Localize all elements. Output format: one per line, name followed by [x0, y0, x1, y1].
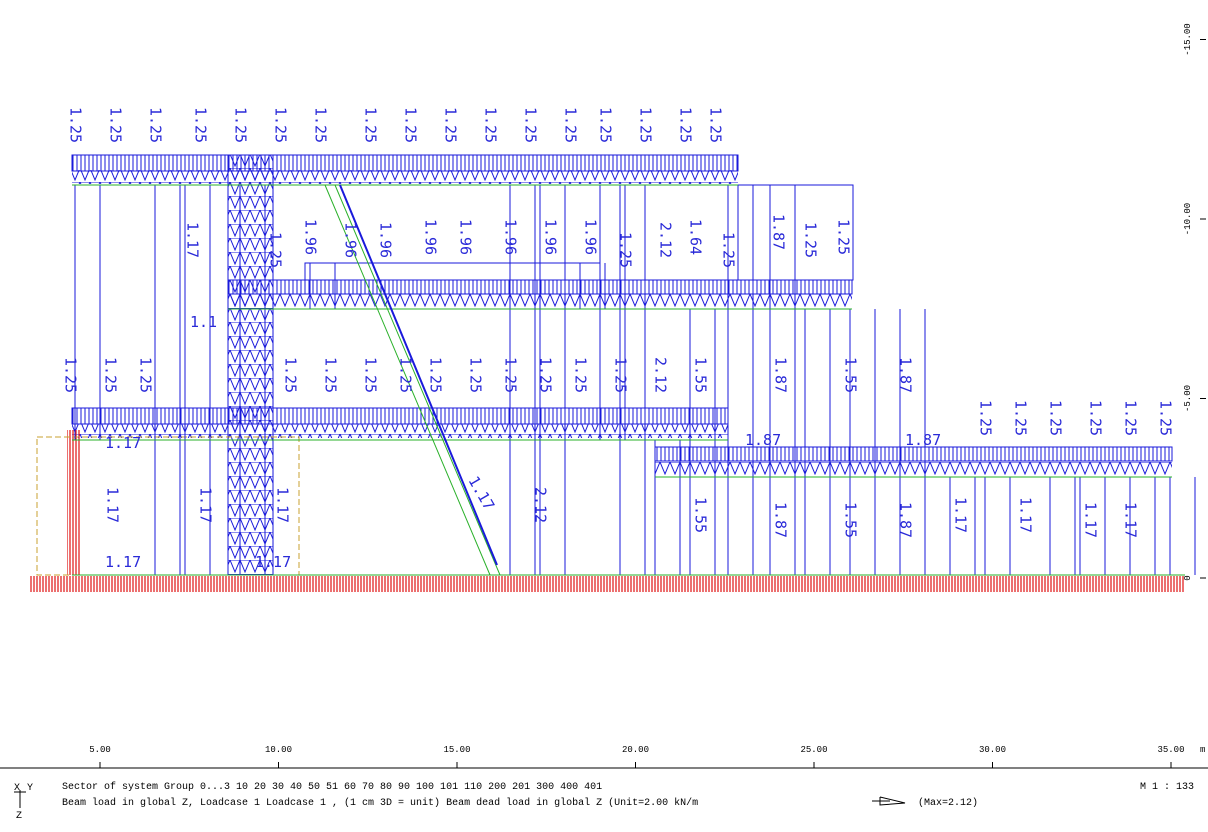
load-label: 1.96 — [582, 219, 600, 255]
load-block — [305, 263, 600, 280]
load-label: 1.87 — [745, 431, 781, 449]
load-label: 1.25 — [637, 107, 655, 143]
load-label: 1.25 — [442, 107, 460, 143]
load-label: 1.25 — [572, 357, 590, 393]
load-label: 1.17 — [1122, 502, 1140, 538]
load-label: 1.25 — [482, 107, 500, 143]
load-label: 1.25 — [1047, 400, 1065, 436]
load-label: 1.17 — [105, 434, 141, 452]
scale-text: M 1 : 133 — [1140, 782, 1194, 793]
load-label: 1.96 — [377, 222, 395, 258]
load-label: 1.17 — [274, 487, 292, 523]
load-label: 1.25 — [1122, 400, 1140, 436]
load-label: 1.25 — [617, 232, 635, 268]
load-label: 1.96 — [542, 219, 560, 255]
load-label: 1.25 — [107, 107, 125, 143]
load-label: 1.87 — [772, 502, 790, 538]
load-label: 1.25 — [137, 357, 155, 393]
load-label: 1.64 — [687, 219, 705, 255]
load-label: 1.17 — [255, 553, 291, 571]
load-label: 1.17 — [1082, 502, 1100, 538]
load-label: 2.12 — [657, 222, 675, 258]
x-tick-label: 25.00 — [800, 745, 827, 755]
load-label: 1.25 — [562, 107, 580, 143]
load-label: 1.25 — [362, 107, 380, 143]
structure-view: X Y Z Sector of system Group 0...3 10 20… — [0, 0, 1208, 832]
load-label: 1.55 — [842, 502, 860, 538]
load-label: 1.25 — [720, 232, 738, 268]
load-label: 1.25 — [402, 107, 420, 143]
x-tick-label: 30.00 — [979, 745, 1006, 755]
load-label: 1.25 — [192, 107, 210, 143]
load-label: 1.96 — [422, 219, 440, 255]
z-tick-label: -15.00 — [1183, 23, 1193, 55]
load-label: 1.96 — [342, 222, 360, 258]
load-label: 1.17 — [184, 222, 202, 258]
load-label: 1.25 — [62, 357, 80, 393]
load-label: 1.17 — [104, 487, 122, 523]
load-label: 1.25 — [1012, 400, 1030, 436]
load-label: 1.25 — [1157, 400, 1175, 436]
load-label: 1.87 — [897, 357, 915, 393]
max-text: (Max=2.12) — [918, 797, 978, 809]
x-unit: m — [1200, 745, 1205, 755]
load-label: 1.25 — [272, 107, 290, 143]
x-tick-label: 20.00 — [622, 745, 649, 755]
load-label: 1.17 — [197, 487, 215, 523]
load-label: 1.96 — [302, 219, 320, 255]
load-label: 1.25 — [977, 400, 995, 436]
load-label: 1.55 — [692, 497, 710, 533]
load-label: 1.25 — [802, 222, 820, 258]
unit-arrow — [872, 797, 905, 805]
load-label: 1.25 — [835, 219, 853, 255]
loadcase-text: Beam load in global Z, Loadcase 1 Loadca… — [62, 797, 698, 809]
load-label: 1.25 — [322, 357, 340, 393]
load-label: 1.25 — [362, 357, 380, 393]
load-label: 1.25 — [232, 107, 250, 143]
load-label: 1.25 — [612, 357, 630, 393]
sector-text: Sector of system Group 0...3 10 20 30 40… — [62, 781, 602, 793]
axis-z: Z — [16, 811, 22, 822]
load-label: 1.25 — [427, 357, 445, 393]
load-label: 2.12 — [532, 487, 550, 523]
load-label: 1.87 — [905, 431, 941, 449]
load-label: 1.17 — [1017, 497, 1035, 533]
z-tick-label: -5.00 — [1183, 385, 1193, 412]
load-label: 1.25 — [707, 107, 725, 143]
x-tick-label: 10.00 — [265, 745, 292, 755]
load-label: 1.87 — [897, 502, 915, 538]
load-label: 1.96 — [502, 219, 520, 255]
load-label: 1.25 — [537, 357, 555, 393]
load-label: 1.96 — [457, 219, 475, 255]
z-tick-label: 0 — [1183, 575, 1193, 580]
load-label: 2.12 — [652, 357, 670, 393]
load-label: 1.25 — [467, 357, 485, 393]
load-label: 1.25 — [397, 357, 415, 393]
load-label: 1.87 — [770, 214, 788, 250]
load-label: 1.17 — [105, 553, 141, 571]
axis-x: X — [14, 783, 20, 794]
load-label: 1.25 — [312, 107, 330, 143]
load-label: 1.25 — [1087, 400, 1105, 436]
load-label: 1.87 — [772, 357, 790, 393]
load-label: 1.55 — [692, 357, 710, 393]
load-label: 1.25 — [67, 107, 85, 143]
x-tick-label: 5.00 — [89, 745, 111, 755]
load-label: 1.1 — [190, 313, 217, 331]
x-tick-label: 15.00 — [443, 745, 470, 755]
load-label: 1.17 — [465, 473, 499, 513]
load-label: 1.25 — [102, 357, 120, 393]
load-label: 1.25 — [502, 357, 520, 393]
load-label: 1.25 — [597, 107, 615, 143]
x-tick-label: 35.00 — [1157, 745, 1184, 755]
load-label: 1.25 — [147, 107, 165, 143]
z-tick-label: -10.00 — [1183, 203, 1193, 235]
load-label: 1.25 — [267, 232, 285, 268]
load-label: 1.17 — [952, 497, 970, 533]
load-label: 1.25 — [522, 107, 540, 143]
axis-y: Y — [27, 783, 33, 794]
load-label: 1.25 — [282, 357, 300, 393]
load-label: 1.25 — [677, 107, 695, 143]
load-label: 1.55 — [842, 357, 860, 393]
